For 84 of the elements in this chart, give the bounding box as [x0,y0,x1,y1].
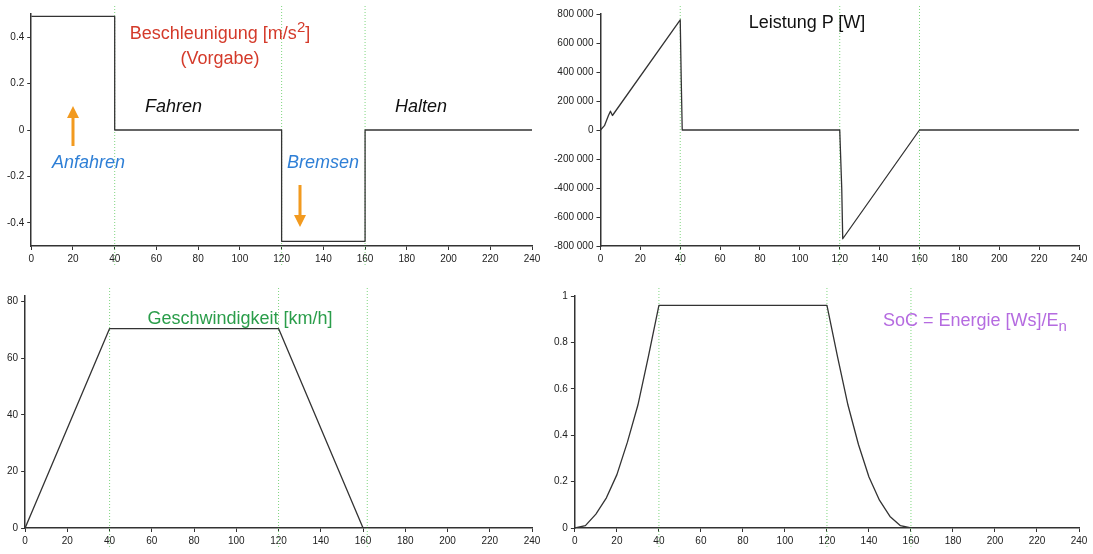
y-tick-label: 80 [7,295,19,307]
chart-title: Beschleunigung [m/s$^{2}$] [128,18,312,44]
x-tick-label: 60 [150,252,163,264]
x-tick-label: 140 [871,252,889,264]
annotation: Fahren [145,96,203,117]
x-tick-label: 120 [831,252,849,264]
x-tick-label: 160 [902,534,920,546]
x-tick-label: 160 [356,252,374,264]
x-tick-label: 20 [67,252,79,264]
x-tick-label: 0 [597,252,604,264]
x-tick-label: 40 [674,252,687,264]
x-tick-label: 100 [227,534,246,546]
x-tick-label: 200 [990,252,1009,264]
x-tick-label: 200 [986,534,1004,546]
x-tick-label: 220 [1028,534,1046,546]
x-tick-label: 220 [481,534,499,546]
y-tick-label: -600 000 [553,210,594,222]
text: (Vorgabe) [179,48,261,69]
x-tick-label: 80 [188,534,201,546]
x-tick-label: 180 [944,534,962,546]
annotation: Bremsen [287,152,360,173]
x-tick-label: 40 [109,252,121,264]
y-tick-label: 400 000 [557,65,594,77]
x-tick-label: 140 [860,534,878,546]
y-tick-label: 800 000 [557,7,594,19]
x-tick-label: 20 [611,534,623,546]
chart-title: Leistung P [W] [747,12,867,33]
y-tick-label: -400 000 [553,181,594,193]
annotation: Anfahren [52,152,126,173]
y-tick-label: 0.4 [10,30,25,42]
x-tick-label: 120 [273,252,291,264]
y-tick-label: 40 [7,408,19,420]
y-tick-label: 20 [7,465,19,477]
x-tick-label: 120 [818,534,836,546]
x-tick-label: 180 [951,252,969,264]
x-tick-label: 100 [776,534,794,546]
y-tick-label: 0.8 [554,336,569,348]
x-tick-label: 100 [231,252,249,264]
annotation: Halten [395,96,448,117]
y-tick-label: 0 [18,123,25,135]
y-tick-label: 200 000 [557,94,594,106]
text: SoC = Energie [Ws]/E$_{n}$ [882,310,1068,334]
x-tick-label: 60 [146,534,158,546]
x-tick-label: 40 [104,534,116,546]
x-tick-label: 180 [396,534,415,546]
x-tick-label: 140 [315,252,333,264]
y-tick-label: 0.6 [554,382,569,394]
x-tick-label: 100 [791,252,809,264]
x-tick-label: 160 [354,534,372,546]
x-tick-label: 240 [523,534,541,546]
text: Geschwindigkeit [km/h] [146,308,334,329]
x-tick-label: 40 [653,534,665,546]
x-tick-label: 80 [754,252,766,264]
y-tick-label: 0.2 [10,77,25,89]
y-tick-label: 0 [587,123,594,135]
y-tick-label: -0.2 [7,170,25,182]
y-tick-label: 0.2 [554,475,569,487]
x-tick-label: 240 [1070,252,1088,264]
x-tick-label: 20 [634,252,647,264]
y-tick-label: -800 000 [553,239,594,251]
y-tick-label: 0 [12,521,19,533]
y-tick-label: -0.4 [7,216,25,228]
x-tick-label: 240 [523,252,541,264]
x-tick-label: 180 [398,252,416,264]
y-tick-label: 0.4 [554,428,569,440]
x-tick-label: 200 [439,534,457,546]
y-tick-label: 0 [562,521,569,533]
x-tick-label: 80 [737,534,749,546]
y-tick-label: -200 000 [553,152,594,164]
y-tick-label: 1 [562,289,569,301]
y-tick-label: 60 [7,351,19,363]
x-tick-label: 160 [911,252,929,264]
x-tick-label: 60 [714,252,727,264]
x-tick-label: 80 [192,252,205,264]
x-tick-label: 20 [61,534,74,546]
x-tick-label: 200 [440,252,458,264]
x-tick-label: 220 [481,252,500,264]
x-tick-label: 60 [695,534,707,546]
x-tick-label: 220 [1030,252,1048,264]
x-tick-label: 140 [312,534,330,546]
y-tick-label: 600 000 [557,36,594,48]
x-tick-label: 120 [270,534,288,546]
x-tick-label: 240 [1070,534,1088,546]
x-tick-label: 0 [28,252,35,264]
